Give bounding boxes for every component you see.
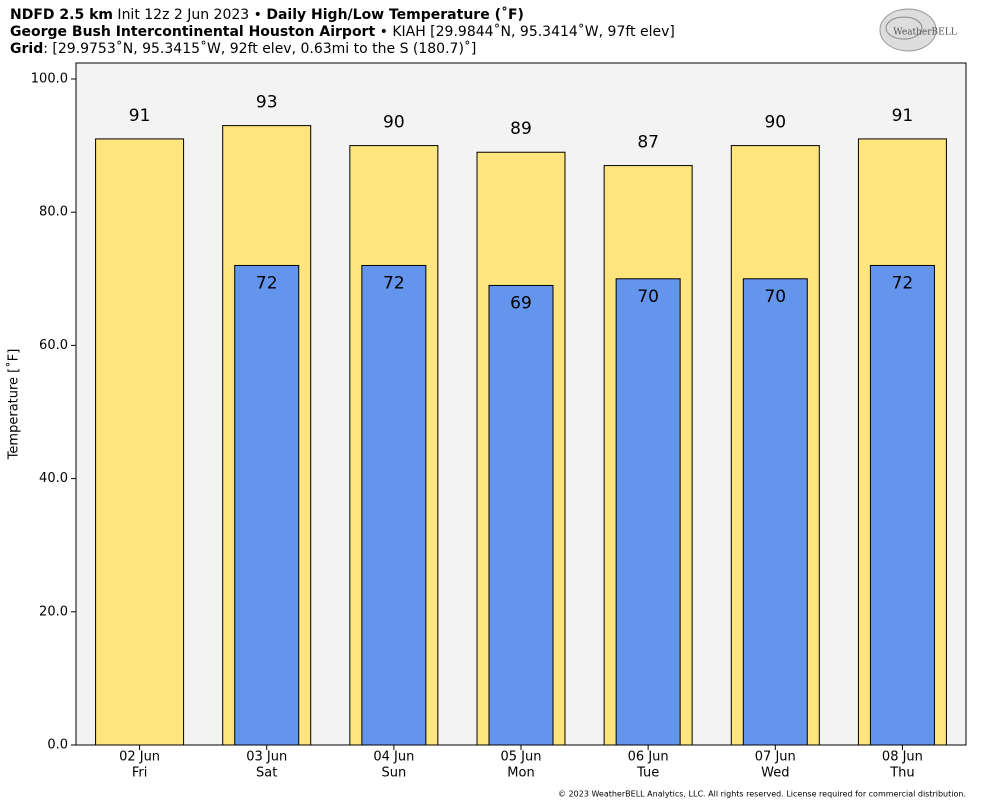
y-tick-label: 100.0 (31, 71, 68, 86)
title-line: Grid: [29.9753˚N, 95.3415˚W, 92ft elev, … (10, 40, 476, 57)
value-label: 72 (383, 273, 405, 293)
x-tick-sublabel: Sun (381, 766, 406, 781)
bar (488, 284, 554, 746)
title-part: Init 12z 2 Jun 2023 • (113, 7, 266, 23)
x-tick-label: 07 Jun (755, 750, 796, 765)
y-tick-label: 60.0 (39, 338, 68, 353)
footer: © 2023 WeatherBELL Analytics, LLC. All r… (558, 790, 966, 799)
title-part: : [29.9753˚N, 95.3415˚W, 92ft elev, 0.63… (43, 40, 476, 57)
bar (742, 278, 808, 746)
value-label: 91 (129, 106, 151, 126)
title-part: George Bush Intercontinental Houston Air… (10, 24, 375, 40)
bar (234, 264, 300, 746)
value-label: 91 (892, 106, 914, 126)
logo-swirl (885, 16, 923, 40)
x-tick-sublabel: Fri (132, 766, 148, 781)
y-tick-label: 0.0 (47, 738, 68, 753)
x-tick-label: 03 Jun (246, 750, 287, 765)
x-tick-label: 06 Jun (628, 750, 669, 765)
x-tick-label: 08 Jun (882, 750, 923, 765)
x-tick-label: 02 Jun (119, 750, 160, 765)
title-line: NDFD 2.5 km Init 12z 2 Jun 2023 • Daily … (10, 6, 524, 23)
value-label: 87 (637, 133, 659, 153)
x-tick-sublabel: Wed (761, 766, 789, 781)
value-label: 93 (256, 93, 278, 113)
x-tick-label: 04 Jun (373, 750, 414, 765)
title-part: Daily High/Low Temperature (˚F) (266, 6, 524, 23)
x-tick-sublabel: Thu (889, 766, 914, 781)
x-tick-sublabel: Mon (507, 766, 534, 781)
y-tick-label: 80.0 (39, 205, 68, 220)
x-tick-label: 05 Jun (501, 750, 542, 765)
logo-text: WeatherBELL (893, 28, 956, 38)
bar (869, 264, 935, 746)
value-label: 72 (892, 273, 914, 293)
y-tick-label: 40.0 (39, 471, 68, 486)
value-label: 90 (764, 113, 786, 133)
value-label: 70 (764, 287, 786, 307)
x-tick-sublabel: Sat (256, 766, 277, 781)
value-label: 72 (256, 273, 278, 293)
plot-frame (75, 62, 967, 746)
title-line: George Bush Intercontinental Houston Air… (10, 23, 675, 40)
logo: WeatherBELL (879, 8, 957, 52)
title-part: • KIAH [29.9844˚N, 95.3414˚W, 97ft elev] (375, 23, 675, 40)
y-tick-label: 20.0 (39, 604, 68, 619)
value-label: 90 (383, 113, 405, 133)
value-label: 70 (637, 287, 659, 307)
bar (361, 264, 427, 746)
y-axis-label: Temperature [˚F] (6, 349, 22, 461)
x-tick-sublabel: Tue (636, 766, 659, 781)
bar (95, 138, 185, 746)
bar (615, 278, 681, 746)
value-label: 89 (510, 119, 532, 139)
title-part: Grid (10, 41, 43, 57)
title-part: NDFD 2.5 km (10, 7, 113, 23)
logo-swirl (879, 8, 937, 52)
value-label: 69 (510, 293, 532, 313)
